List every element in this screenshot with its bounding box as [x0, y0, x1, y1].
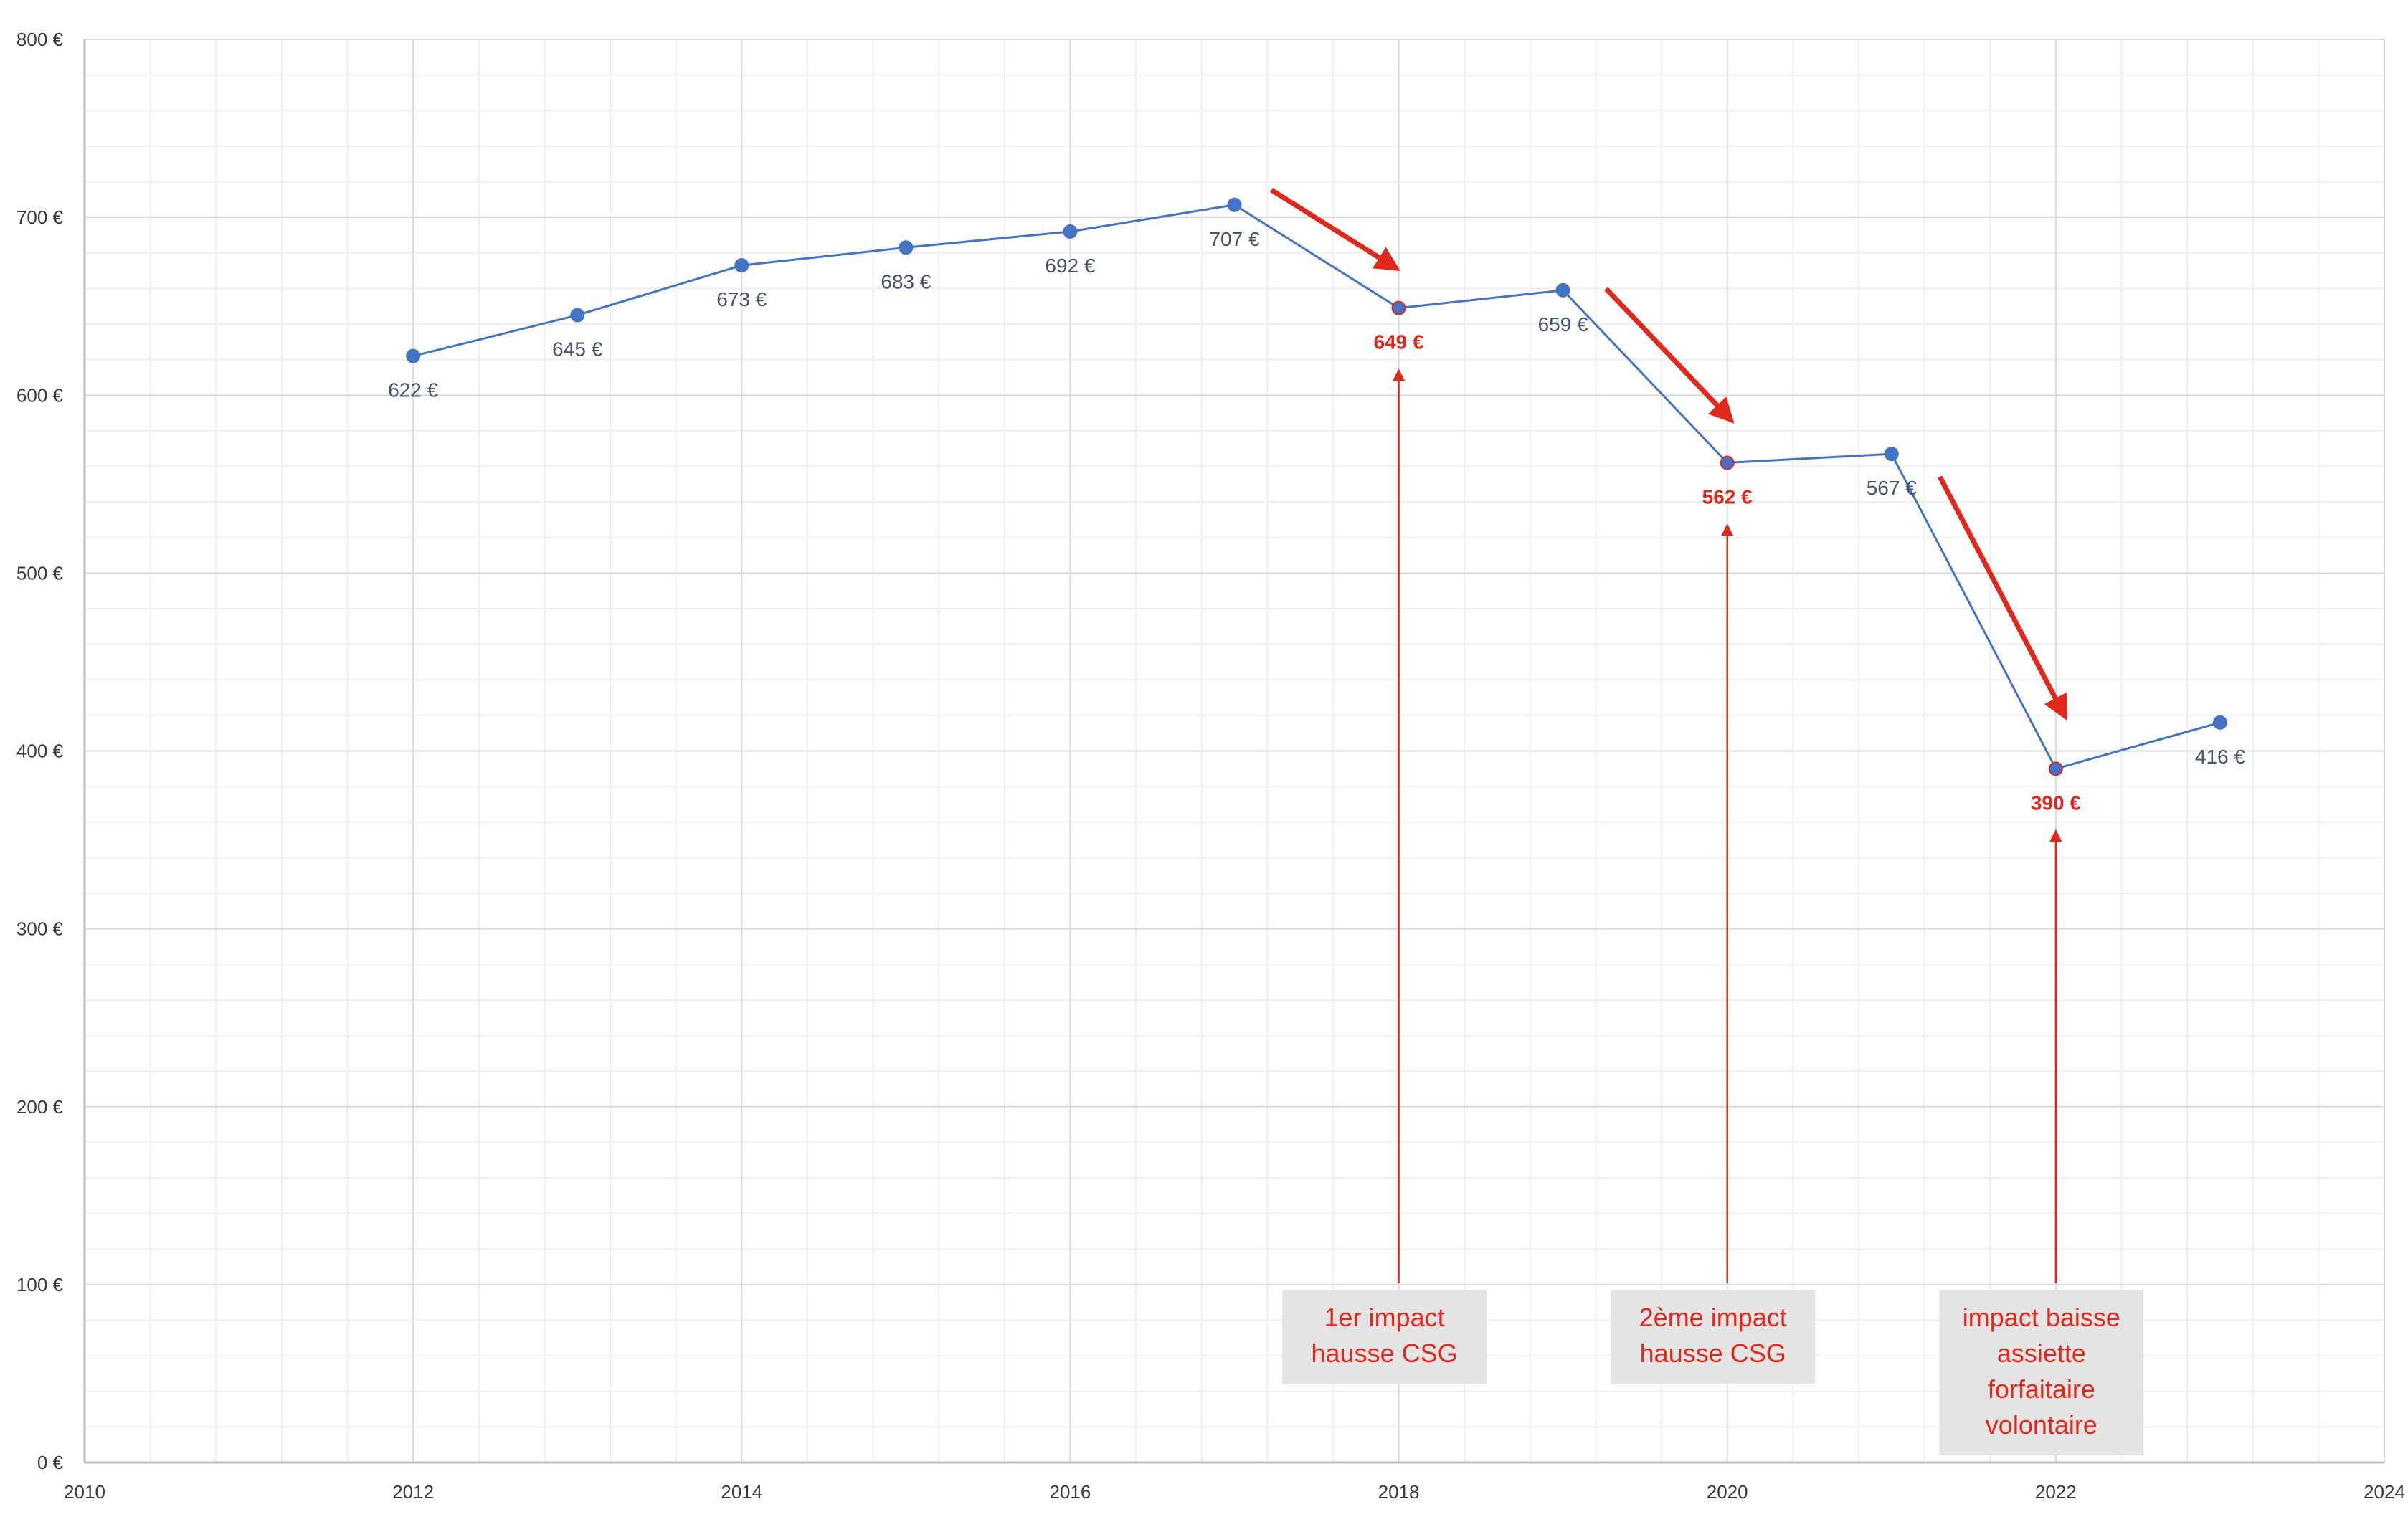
x-tick-label: 2012	[392, 1481, 434, 1503]
annotation-text: 1er impact	[1324, 1303, 1445, 1332]
y-tick-label: 700 €	[16, 206, 64, 228]
y-tick-label: 200 €	[16, 1096, 64, 1118]
x-tick-label: 2020	[1707, 1481, 1748, 1503]
x-tick-label: 2018	[1378, 1481, 1420, 1503]
data-point	[1720, 455, 1735, 470]
annotations: 1er impact hausse CSG 2ème impact hausse CS…	[1282, 368, 2144, 1455]
data-label: 390 €	[2031, 791, 2081, 814]
data-point	[899, 240, 914, 255]
data-point	[2048, 761, 2063, 776]
axes	[83, 39, 2384, 1464]
trend-arrow	[1938, 475, 2067, 721]
data-point	[406, 348, 421, 363]
trend-arrow	[1604, 287, 1735, 424]
data-label: 645 €	[552, 338, 602, 361]
annotation-text: hausse CSG	[1640, 1338, 1786, 1368]
data-labels: 622 € 645 € 673 € 683 € 692 € 707 € 649 € 659 €…	[388, 228, 2245, 814]
x-tick-label: 2024	[2364, 1481, 2405, 1503]
annotation-box	[1282, 1290, 1487, 1384]
annotation-text: assiette	[1997, 1338, 2086, 1368]
data-label: 416 €	[2195, 746, 2245, 768]
y-tick-label: 800 €	[16, 29, 64, 50]
y-tick-label: 100 €	[16, 1274, 64, 1295]
data-point	[1227, 197, 1242, 212]
trend-arrow	[1270, 187, 1400, 272]
x-tick-label: 2010	[64, 1481, 105, 1503]
annotation-text: volontaire	[1986, 1410, 2097, 1440]
annotation-text: 2ème impact	[1639, 1303, 1787, 1332]
trend-arrows	[1270, 187, 2067, 721]
y-tick-label: 500 €	[16, 562, 64, 584]
data-label: 567 €	[1867, 477, 1917, 499]
annotation-text: forfaitaire	[1988, 1374, 2095, 1404]
data-label: 649 €	[1374, 331, 1424, 353]
y-axis-ticks: 0 € 100 € 200 € 300 € 400 € 500 € 600 € 700 € 80…	[16, 29, 64, 1473]
data-label: 622 €	[388, 379, 438, 401]
minor-gridlines	[85, 39, 2384, 1463]
data-point	[570, 308, 585, 323]
x-tick-label: 2022	[2035, 1481, 2077, 1503]
x-axis-ticks: 2010 2012 2014 2016 2018 2020 2022 2024	[64, 1481, 2405, 1503]
data-label: 707 €	[1209, 228, 1259, 250]
data-series	[406, 197, 2227, 776]
data-point	[1884, 447, 1899, 462]
data-label: 659 €	[1538, 313, 1588, 336]
x-tick-label: 2014	[721, 1481, 762, 1503]
series-line	[412, 204, 2221, 771]
data-point	[1063, 224, 1078, 239]
y-tick-label: 400 €	[16, 741, 64, 762]
y-tick-label: 600 €	[16, 384, 64, 406]
data-label: 692 €	[1045, 255, 1095, 277]
annotation-text: hausse CSG	[1312, 1338, 1458, 1368]
data-label: 683 €	[881, 270, 931, 293]
data-point	[1391, 300, 1406, 315]
data-point	[1555, 282, 1570, 298]
data-point	[734, 258, 749, 273]
y-tick-label: 300 €	[16, 918, 64, 940]
data-label: 562 €	[1702, 486, 1753, 508]
annotation-text: impact baisse	[1963, 1303, 2120, 1332]
data-point	[2212, 715, 2227, 730]
annotation-box	[1939, 1290, 2144, 1455]
y-tick-label: 0 €	[37, 1452, 64, 1473]
x-tick-label: 2016	[1050, 1481, 1091, 1503]
annotation-box	[1611, 1290, 1816, 1384]
data-label: 673 €	[716, 288, 767, 310]
